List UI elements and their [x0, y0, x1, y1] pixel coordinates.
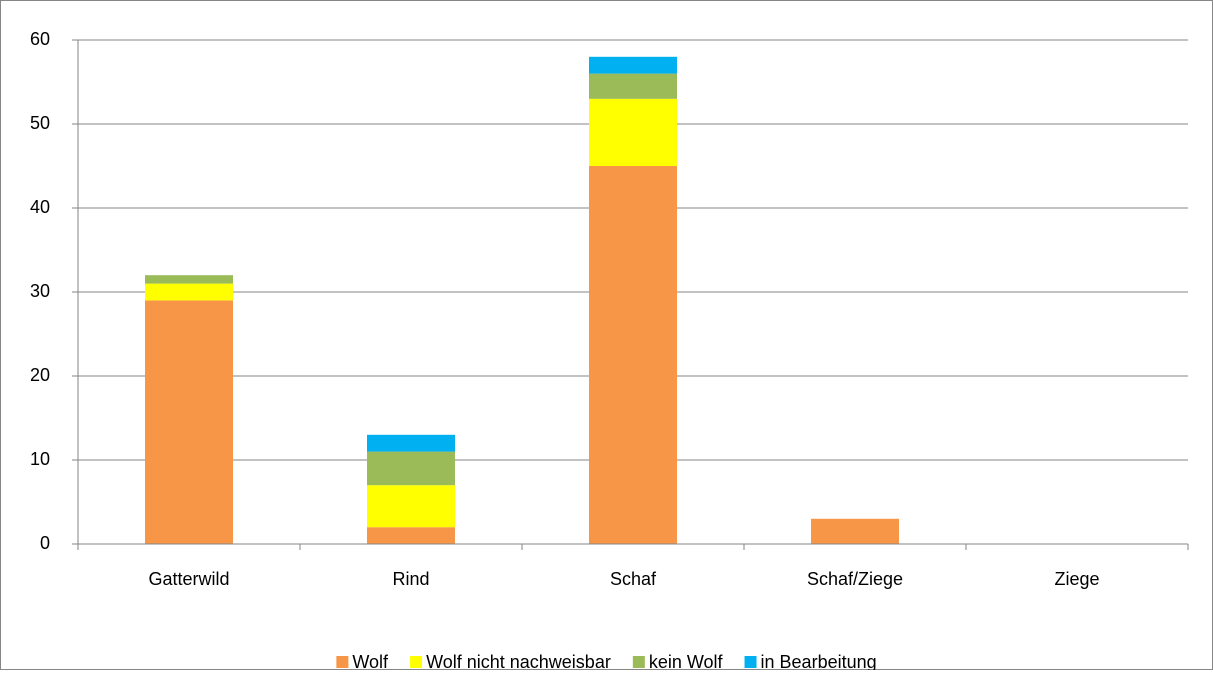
- y-tick-label: 0: [40, 533, 50, 553]
- bar-segment: [589, 98, 677, 166]
- bar-segment: [145, 283, 233, 301]
- legend-label: Wolf nicht nachweisbar: [426, 652, 611, 670]
- x-tick-label: Rind: [392, 569, 429, 589]
- bar-segment: [367, 451, 455, 486]
- bar-segment: [589, 56, 677, 74]
- legend-swatch: [744, 656, 757, 668]
- y-tick-label: 60: [30, 29, 50, 49]
- bar-segment: [367, 485, 455, 528]
- y-tick-label: 40: [30, 197, 50, 217]
- legend-label: kein Wolf: [649, 652, 724, 670]
- x-tick-label: Ziege: [1054, 569, 1099, 589]
- bar-segment: [367, 434, 455, 452]
- x-tick-label: Gatterwild: [148, 569, 229, 589]
- bar-segment: [811, 518, 899, 544]
- x-tick-label: Schaf: [610, 569, 657, 589]
- bar-segment: [145, 300, 233, 544]
- y-tick-label: 20: [30, 365, 50, 385]
- legend-label: in Bearbeitung: [761, 652, 877, 670]
- y-tick-label: 30: [30, 281, 50, 301]
- legend-swatch: [410, 656, 423, 668]
- legend-label: Wolf: [352, 652, 389, 670]
- legend-swatch: [632, 656, 645, 668]
- x-tick-label: Schaf/Ziege: [807, 569, 903, 589]
- y-tick-label: 10: [30, 449, 50, 469]
- bar-segment: [367, 527, 455, 544]
- bar-segment: [589, 73, 677, 99]
- bar-segment: [589, 166, 677, 544]
- bar-segment: [145, 275, 233, 284]
- legend-swatch: [336, 656, 349, 668]
- y-tick-label: 50: [30, 113, 50, 133]
